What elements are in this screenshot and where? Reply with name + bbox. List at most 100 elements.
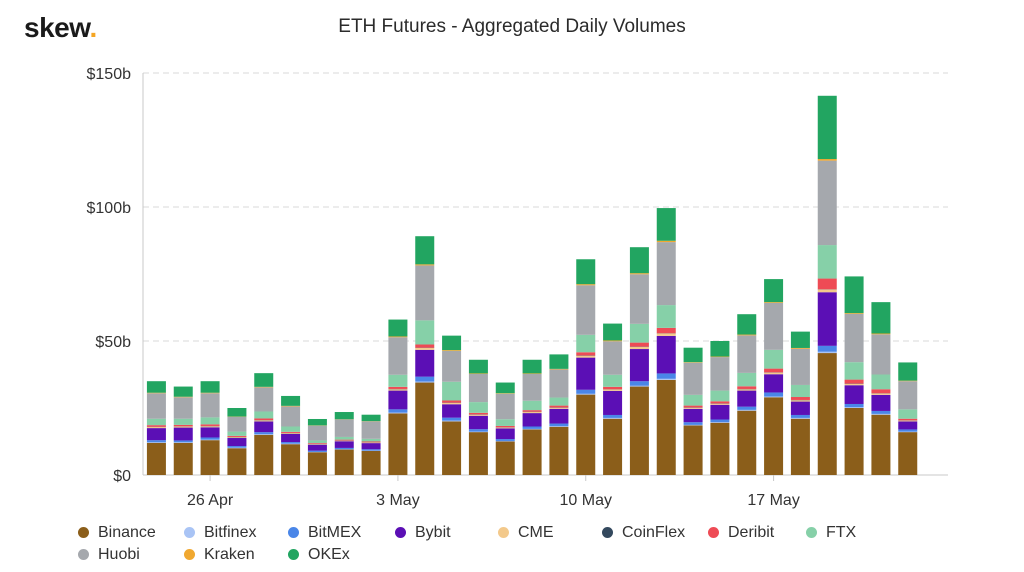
bar-segment-bitfinex (683, 424, 703, 426)
bar-segment-ftx (254, 411, 274, 419)
legend-swatch (184, 527, 195, 538)
bar-segment-bybit (415, 349, 435, 377)
legend-item-ftx[interactable]: FTX (806, 524, 856, 542)
legend-item-bitmex[interactable]: BitMEX (288, 524, 361, 542)
legend-item-bitfinex[interactable]: Bitfinex (184, 524, 256, 542)
bar-segment-binance (388, 413, 408, 475)
bar-segment-bitmex (388, 409, 408, 413)
bar-segment-binance (764, 397, 784, 475)
bar-segment-cme (495, 427, 515, 429)
bar-segment-huobi (468, 373, 488, 403)
bar-segment-bitmex (737, 406, 757, 410)
bar-segment-bybit (629, 349, 649, 382)
bar-segment-bybit (710, 404, 730, 420)
bar-segment-huobi (898, 381, 918, 410)
bar-segment-binance (871, 414, 891, 475)
y-tick-label: $0 (113, 468, 131, 485)
legend-item-deribit[interactable]: Deribit (708, 524, 774, 542)
bar-segment-binance (522, 429, 542, 475)
legend-label: Binance (98, 524, 156, 541)
bar-segment-ftx (844, 362, 864, 380)
bar-segment-huobi (495, 393, 515, 420)
bar-segment-binance (656, 379, 676, 475)
bar-segment-kraken (254, 386, 274, 388)
bar-segment-cme (898, 420, 918, 422)
bar-segment-binance (576, 394, 596, 475)
bar-segment-okex (281, 395, 301, 406)
x-tick-label: 17 May (747, 492, 799, 509)
bar-segment-ftx (522, 400, 542, 411)
bar-segment-binance (790, 418, 810, 475)
bar-segment-binance (844, 408, 864, 475)
bar-segment-binance (549, 426, 569, 475)
bar-segment-ftx (173, 418, 193, 425)
bar-segment-kraken (683, 362, 703, 363)
bar-segment-ftx (656, 305, 676, 328)
y-tick-label: $100b (87, 200, 132, 217)
legend-label: Huobi (98, 546, 140, 563)
bar-segment-kraken (737, 334, 757, 336)
bar-segment-binance (442, 421, 462, 475)
bar-segment-cme (710, 403, 730, 405)
bar-segment-cme (603, 389, 623, 391)
bar-segment-bitmex (871, 410, 891, 414)
bar-segment-bitfinex (656, 378, 676, 380)
legend-swatch (806, 527, 817, 538)
legend-item-huobi[interactable]: Huobi (78, 546, 140, 564)
bar-segment-bitmex (683, 422, 703, 425)
bar-segment-binance (415, 382, 435, 475)
bar-segment-kraken (871, 333, 891, 335)
logo-text: skew (24, 12, 90, 43)
bar-segment-bybit (200, 427, 220, 438)
bar-segment-ftx (415, 320, 435, 345)
bar-segment-bitmex (817, 345, 837, 352)
bar-segment-kraken (281, 405, 301, 407)
bar-segment-deribit (254, 418, 274, 421)
bar-segment-binance (361, 450, 381, 475)
logo-dot: . (89, 12, 97, 43)
bar-segment-deribit (764, 368, 784, 373)
bar-segment-ftx (146, 418, 166, 426)
bar-segment-kraken (388, 336, 408, 338)
bar-segment-cme (146, 427, 166, 429)
legend-item-coinflex[interactable]: CoinFlex (602, 524, 685, 542)
bar-segment-okex (415, 236, 435, 265)
bar-segment-cme (576, 355, 596, 358)
bar-segment-binance (254, 434, 274, 475)
bar-segment-bitmex (576, 389, 596, 394)
bar-segment-bitmex (710, 419, 730, 423)
bar-segment-huobi (361, 421, 381, 439)
bar-segment-deribit (629, 342, 649, 347)
legend-label: Bybit (415, 524, 451, 541)
bar-segment-deribit (549, 405, 569, 408)
bar-segment-deribit (173, 424, 193, 427)
bar-segment-bitfinex (871, 413, 891, 415)
legend-item-kraken[interactable]: Kraken (184, 546, 255, 564)
bar-segment-kraken (173, 396, 193, 398)
bar-segment-huobi (281, 406, 301, 427)
bar-segment-binance (227, 448, 247, 475)
legend-swatch (288, 527, 299, 538)
bar-segment-bybit (495, 428, 515, 440)
legend-item-bybit[interactable]: Bybit (395, 524, 451, 542)
bar-segment-huobi (576, 285, 596, 335)
bar-segment-okex (764, 279, 784, 303)
bar-segment-cme (790, 400, 810, 402)
bar-segment-bitmex (200, 437, 220, 440)
bar-segment-ftx (468, 402, 488, 413)
bar-segment-kraken (898, 380, 918, 382)
bar-segment-okex (468, 359, 488, 374)
bar-segment-bybit (442, 404, 462, 418)
bar-segment-okex (227, 408, 247, 417)
bar-segment-okex (603, 323, 623, 341)
bar-segment-bybit (764, 374, 784, 393)
bar-segment-bitmex (764, 392, 784, 397)
legend-item-okex[interactable]: OKEx (288, 546, 350, 564)
legend-item-cme[interactable]: CME (498, 524, 554, 542)
legend-item-binance[interactable]: Binance (78, 524, 156, 542)
bar-segment-deribit (871, 389, 891, 394)
bar-segment-bitmex (898, 429, 918, 432)
bar-segment-binance (173, 442, 193, 475)
legend-swatch (288, 549, 299, 560)
bar-segment-bitmex (281, 442, 301, 444)
